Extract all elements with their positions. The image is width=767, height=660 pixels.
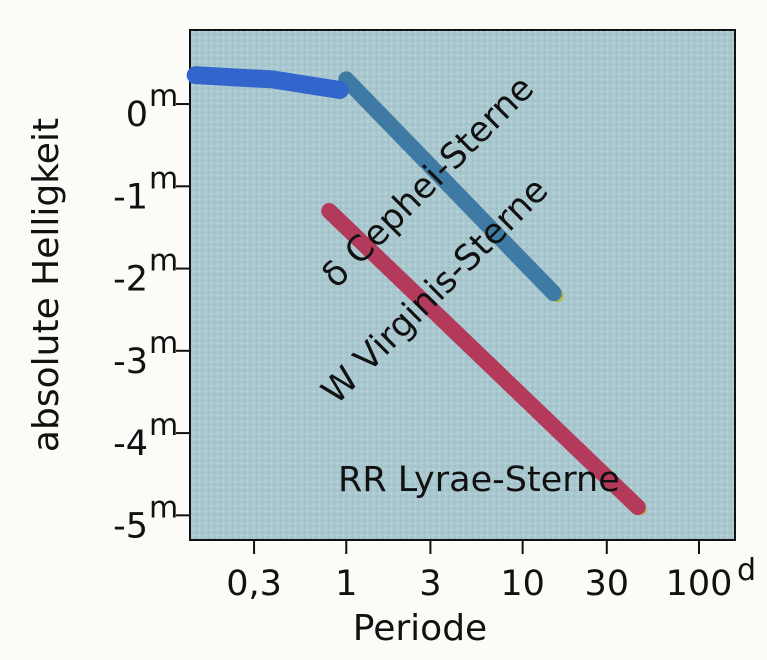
y-tick-unit: m [149,244,178,279]
series-layer [186,66,647,516]
y-tick-label: -4 [113,424,148,464]
series-label-rr-lyrae: RR Lyrae-Sterne [338,460,620,500]
x-tick-label: 1 [335,564,357,604]
series-line-2 [186,66,349,99]
series-line-1 [338,71,562,302]
series-line-0 [321,203,646,516]
x-tick-label: 100 [666,564,733,604]
x-tick-label: 10 [500,564,545,604]
y-tick-label: -5 [113,506,148,546]
y-axis-title: absolute Helligkeit [26,118,67,452]
y-tick-unit: m [149,490,178,525]
y-tick-label: -3 [113,342,148,382]
x-tick-label: 3 [419,564,441,604]
x-tick-label: 30 [585,564,630,604]
y-tick-unit: m [149,408,178,443]
y-tick-unit: m [149,326,178,361]
y-axis: 0 m-1 m-2 m-3 m-4 m-5 m [113,79,190,546]
x-tick-unit: d [737,553,756,588]
x-axis-title: Periode [353,608,487,649]
y-tick-unit: m [149,161,178,196]
x-axis: 0,3 1 3 10 30 100 d [226,540,756,604]
y-tick-label: 0 [126,95,148,135]
x-tick-label: 0,3 [226,564,282,604]
y-tick-label: -1 [113,177,148,217]
y-tick-label: -2 [113,260,148,300]
plot-area [189,29,736,541]
y-tick-unit: m [149,79,178,114]
